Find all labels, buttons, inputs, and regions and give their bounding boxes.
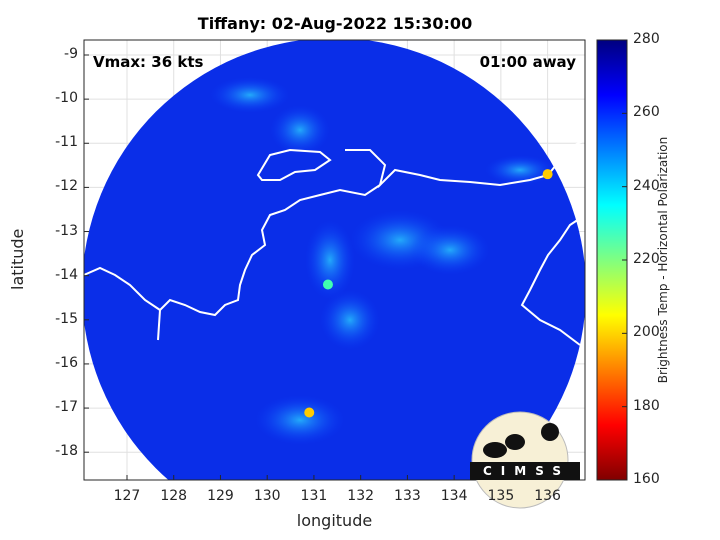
y-tick-label: -14 [55, 266, 78, 283]
colorbar-tick-label: 280 [633, 31, 660, 47]
cold-cloud-spot [542, 169, 553, 180]
convection-patch [485, 155, 555, 185]
x-axis-label: longitude [296, 511, 373, 530]
y-tick-label: -16 [55, 354, 78, 371]
x-tick-label: 133 [394, 488, 421, 504]
x-tick-label: 136 [534, 488, 561, 504]
convection-patch [320, 290, 380, 350]
y-tick-label: -13 [55, 222, 78, 239]
colorbar-tick-label: 160 [633, 471, 660, 487]
convection-patch [270, 105, 330, 155]
logo-text: CIMSS [483, 464, 570, 478]
convection-patch [410, 225, 490, 275]
cimss-logo [470, 411, 580, 509]
colorbar-tick-label: 180 [633, 397, 660, 414]
cold-cloud-spot [304, 407, 315, 418]
y-tick-label: -18 [55, 443, 78, 460]
x-tick-label: 135 [487, 488, 515, 504]
x-tick-label: 134 [440, 488, 468, 504]
x-tick-label: 129 [207, 488, 234, 504]
y-tick-label: -11 [55, 134, 78, 151]
x-tick-label: 131 [300, 488, 328, 504]
colorbar-tick-label: 220 [633, 251, 660, 267]
colorbar-tick-label: 200 [633, 324, 660, 341]
y-tick-label: -9 [64, 46, 78, 62]
colorbar-tick-label: 240 [633, 177, 660, 194]
convection-patch [305, 220, 355, 300]
x-tick-label: 128 [160, 488, 188, 504]
cold-cloud-spot [322, 279, 333, 290]
x-tick-label: 127 [113, 488, 141, 504]
y-tick-label: -10 [55, 90, 78, 107]
away-annotation: 01:00 away [479, 53, 576, 71]
convection-patch [210, 77, 290, 113]
y-tick-label: -12 [55, 178, 78, 195]
chart-title: Tiffany: 02-Aug-2022 15:30:00 [197, 14, 473, 33]
vmax-annotation: Vmax: 36 kts [93, 53, 204, 71]
y-tick-label: -17 [55, 399, 78, 416]
coastline [84, 41, 585, 346]
axes-box [83, 39, 586, 481]
colorbar-tick-label: 260 [633, 104, 660, 121]
x-tick-label: 132 [347, 488, 375, 504]
x-tick-label: 130 [253, 488, 281, 504]
y-tick-label: -15 [55, 310, 78, 327]
convection-patch [255, 395, 345, 445]
